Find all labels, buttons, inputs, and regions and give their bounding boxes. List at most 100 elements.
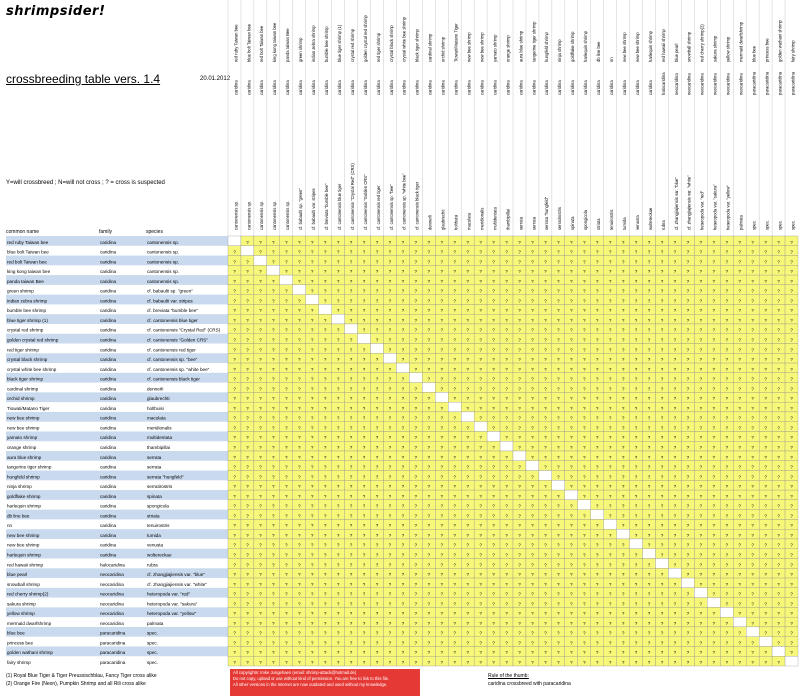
matrix-cell-value: ? (466, 240, 469, 245)
matrix-cell-value: ? (311, 396, 314, 401)
matrix-cell (422, 499, 436, 510)
matrix-cell (642, 636, 656, 647)
matrix-cell-value: ? (324, 533, 327, 538)
matrix-cell (616, 509, 630, 520)
matrix-cell (629, 616, 643, 628)
matrix-cell-value: ? (583, 660, 586, 665)
col-header-name: orchid shrimp (441, 36, 446, 62)
matrix-cell-value: ? (790, 484, 793, 489)
matrix-cell (370, 353, 384, 364)
matrix-cell-value: ? (751, 513, 754, 518)
matrix-cell-value: ? (272, 250, 275, 255)
matrix-cell-value: ? (298, 601, 301, 606)
matrix-cell-value: ? (402, 650, 405, 655)
matrix-cell (331, 509, 345, 520)
matrix-cell-value: ? (557, 582, 560, 587)
matrix-cell-value: ? (777, 562, 780, 567)
matrix-cell (603, 636, 617, 647)
matrix-cell-value: ? (725, 553, 728, 558)
matrix-cell (240, 538, 255, 549)
matrix-cell (655, 558, 669, 569)
matrix-cell (681, 558, 695, 569)
matrix-cell-value: ? (233, 650, 236, 655)
matrix-cell (331, 597, 345, 608)
matrix-cell (396, 372, 410, 383)
matrix-cell (551, 636, 565, 647)
matrix-cell (396, 411, 410, 422)
matrix-cell (383, 235, 397, 246)
matrix-cell (448, 626, 462, 637)
matrix-cell-value: ? (700, 425, 703, 430)
matrix-cell-value: ? (751, 484, 754, 489)
matrix-cell (551, 314, 565, 325)
matrix-cell (318, 450, 332, 461)
matrix-cell-value: ? (453, 357, 456, 362)
matrix-cell (266, 529, 280, 540)
footnote-1: (1) Royal Blue Tiger & Tiger Preussischb… (6, 673, 157, 679)
matrix-cell-value: ? (518, 640, 521, 645)
matrix-cell-value: ? (428, 553, 431, 558)
matrix-cell (383, 450, 397, 461)
col-header-family: caridina (531, 80, 536, 95)
matrix-cell-value: ? (544, 543, 547, 548)
matrix-cell-value: ? (674, 240, 677, 245)
matrix-cell-value: ? (298, 416, 301, 421)
matrix-cell-value: ? (751, 259, 754, 264)
row-band (6, 548, 228, 559)
matrix-cell-value: ? (272, 582, 275, 587)
matrix-cell (694, 255, 708, 266)
matrix-cell-value: ? (466, 357, 469, 362)
matrix-cell-value: ? (363, 631, 366, 636)
matrix-cell (512, 460, 527, 471)
matrix-cell (422, 411, 436, 422)
matrix-cell-value: ? (609, 543, 612, 548)
matrix-cell-value: ? (725, 640, 728, 645)
matrix-cell-value: ? (428, 240, 431, 245)
matrix-cell (707, 656, 721, 667)
matrix-cell-value: ? (298, 572, 301, 577)
matrix-cell (512, 519, 527, 530)
matrix-cell (227, 656, 242, 667)
matrix-cell-value: ? (285, 660, 288, 665)
matrix-cell-value: ? (350, 269, 353, 274)
matrix-cell-value: ? (337, 406, 340, 411)
matrix-cell (642, 294, 656, 305)
footnotes: (1) Royal Blue Tiger & Tiger Preussischb… (6, 672, 157, 688)
matrix-cell (486, 519, 501, 530)
matrix-cell-value: ? (622, 592, 625, 597)
matrix-cell (279, 548, 293, 559)
matrix-cell (784, 529, 799, 540)
matrix-cell-value: ? (609, 347, 612, 352)
matrix-cell-value: ? (402, 406, 405, 411)
matrix-cell (409, 480, 423, 491)
matrix-cell-value: ? (674, 367, 677, 372)
matrix-cell-value: ? (415, 494, 418, 499)
matrix-cell (590, 401, 604, 413)
matrix-cell-value: ? (440, 592, 443, 597)
matrix-cell-value: ? (285, 640, 288, 645)
matrix-cell-value: ? (738, 592, 741, 597)
matrix-cell (551, 333, 565, 344)
col-header-species: cf. cantonensis sp. "white bee" (402, 173, 407, 230)
matrix-cell-value: ? (609, 250, 612, 255)
matrix-cell-value: ? (764, 445, 767, 450)
row-species: glaubrechti (147, 396, 169, 401)
col-header-family: caridina (415, 80, 420, 95)
matrix-cell-value: ? (233, 367, 236, 372)
matrix-cell-value: ? (259, 533, 262, 538)
matrix-cell-value: ? (440, 660, 443, 665)
matrix-cell (603, 284, 617, 295)
matrix-cell (525, 499, 540, 510)
matrix-cell (694, 538, 708, 549)
matrix-cell-value: ? (402, 660, 405, 665)
matrix-cell (720, 597, 734, 608)
matrix-cell-value: ? (376, 416, 379, 421)
matrix-cell (538, 323, 553, 334)
row-family: caridina (100, 386, 117, 391)
matrix-cell-value: ? (622, 601, 625, 606)
matrix-cell-value: ? (505, 338, 508, 343)
matrix-cell (461, 343, 475, 354)
col-header-name: black tiger shrimp (415, 29, 420, 62)
matrix-cell-value: ? (479, 289, 482, 294)
matrix-cell (473, 362, 488, 373)
